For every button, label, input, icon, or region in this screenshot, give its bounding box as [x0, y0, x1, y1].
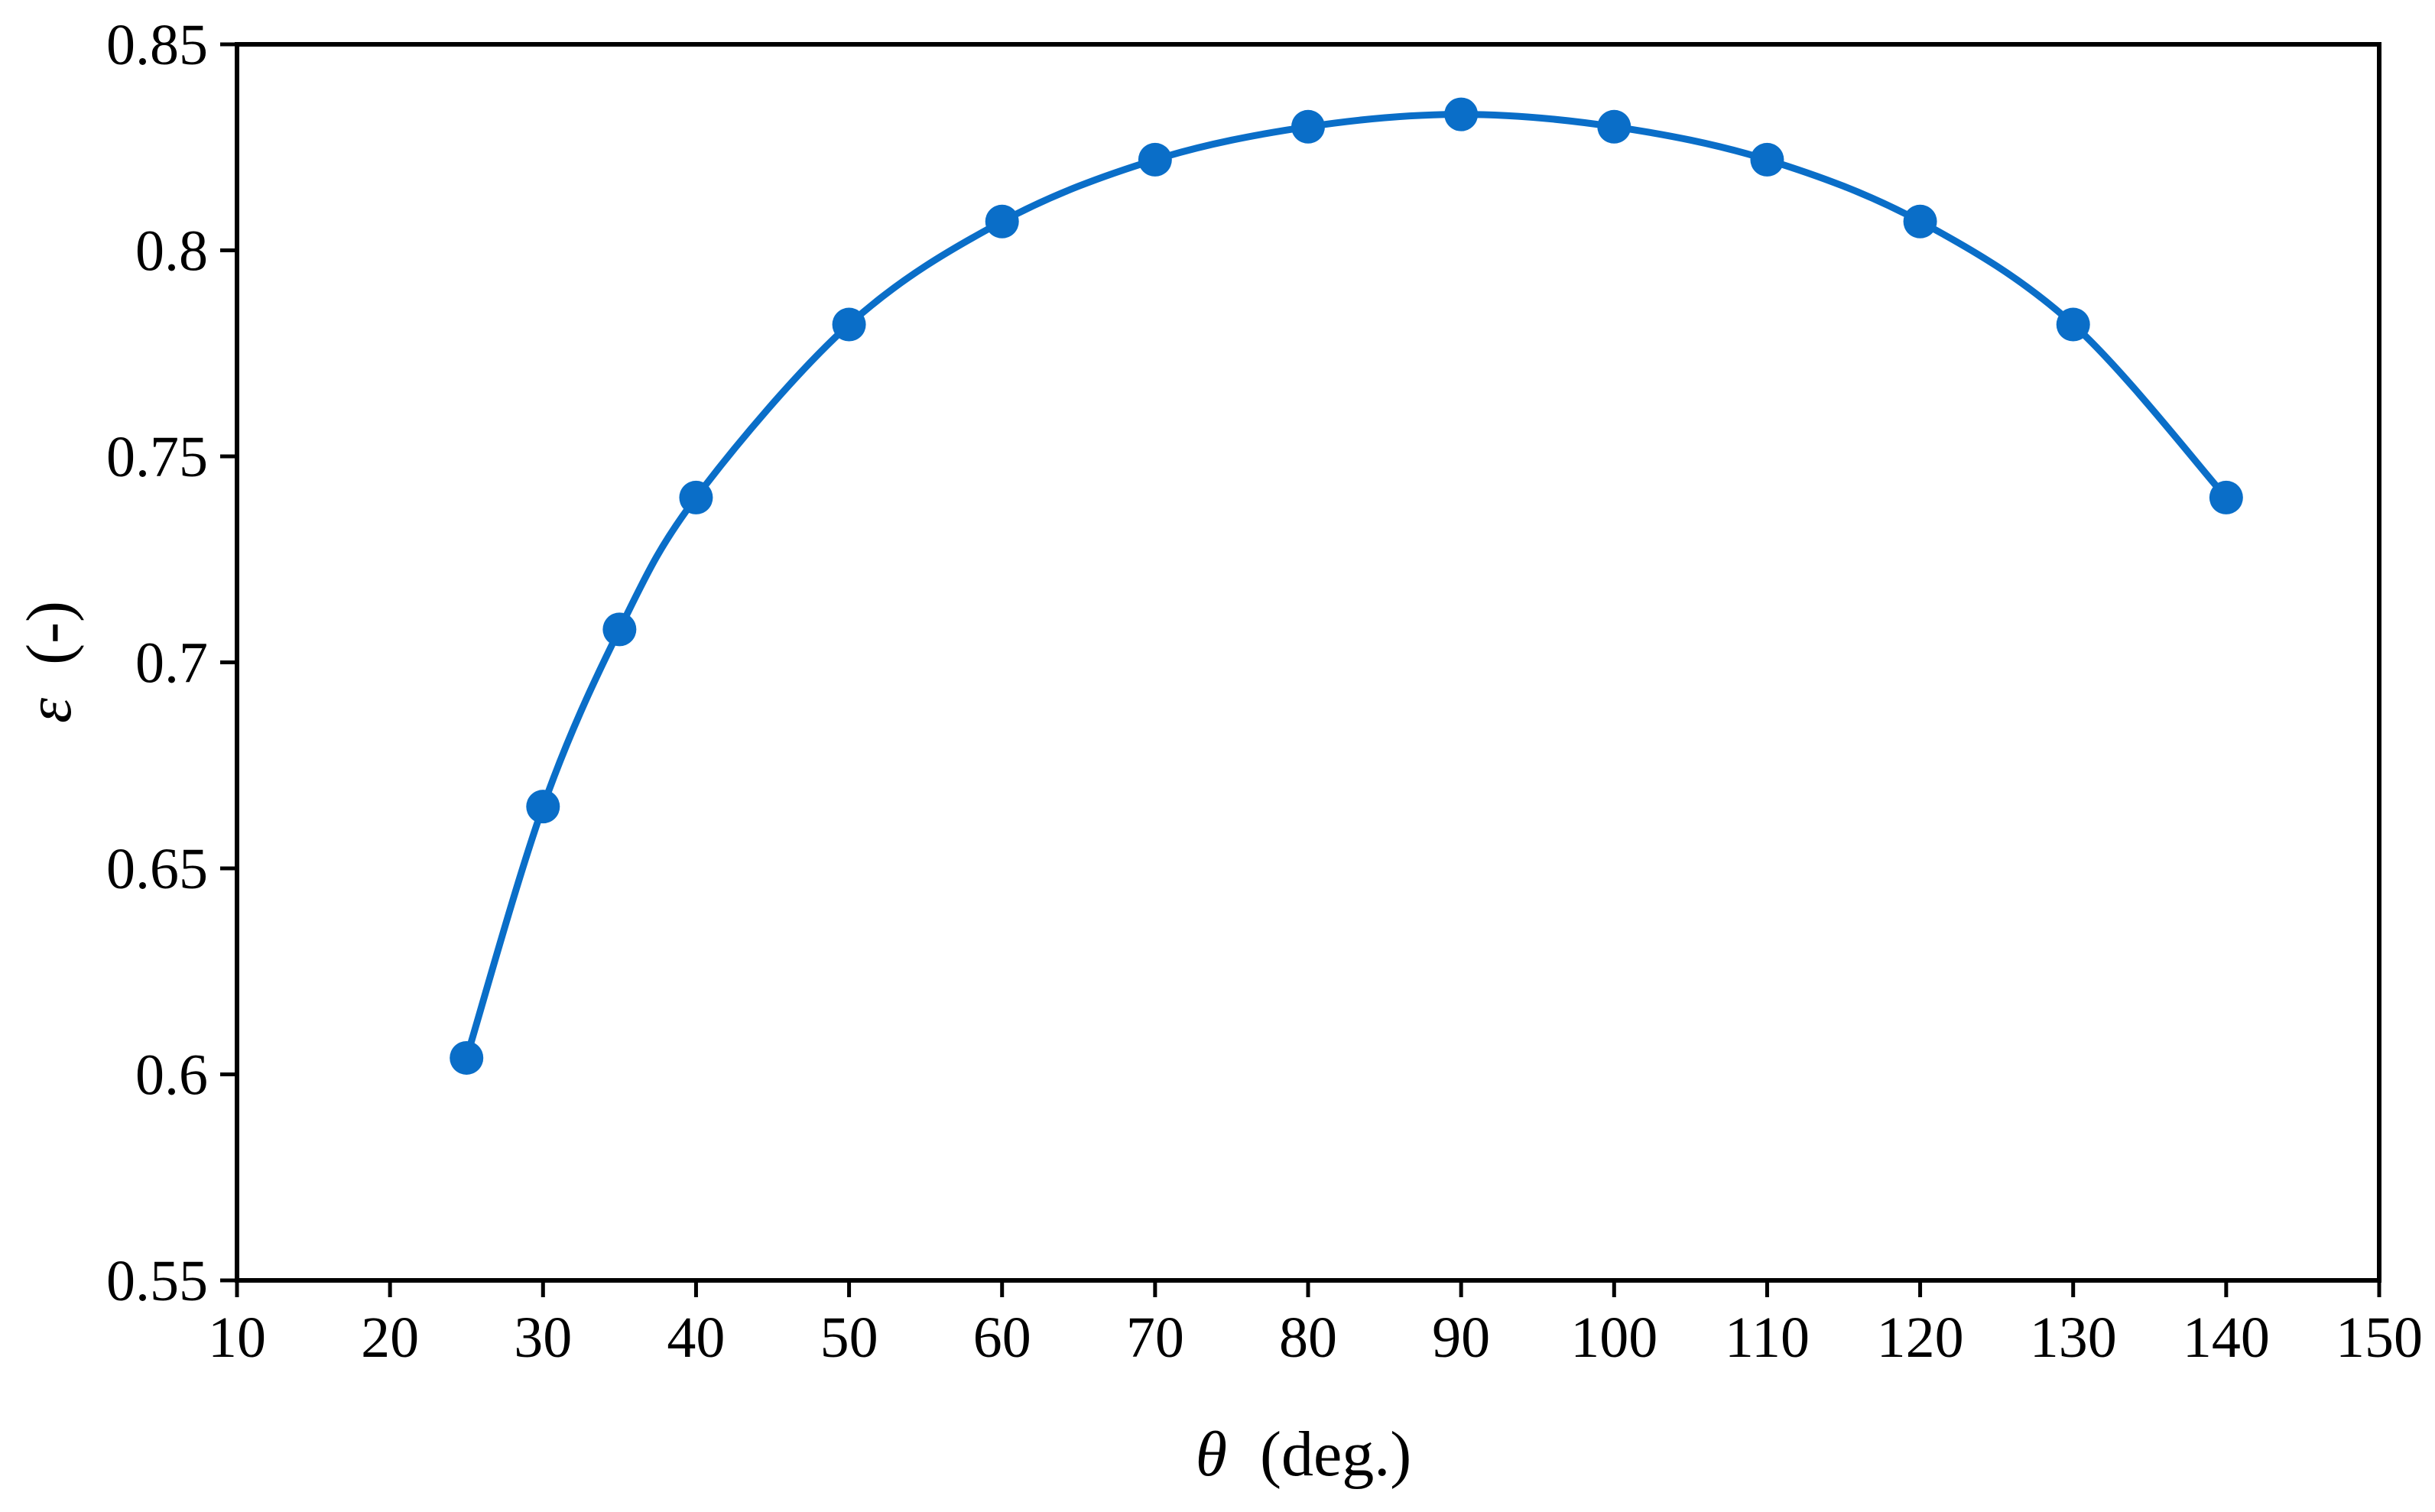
- x-tick-label: 20: [361, 1306, 419, 1370]
- data-point: [1291, 109, 1325, 144]
- data-point: [832, 307, 866, 342]
- x-tick-label: 140: [2183, 1306, 2270, 1370]
- plot-frame: [235, 42, 2381, 1283]
- data-point: [1597, 109, 1631, 144]
- data-point: [1903, 204, 1937, 238]
- x-tick-label: 40: [667, 1306, 725, 1370]
- x-tick-label: 130: [2030, 1306, 2117, 1370]
- y-tick-label: 0.75: [106, 425, 208, 489]
- data-point: [1444, 97, 1479, 131]
- data-point: [602, 612, 637, 647]
- x-tick-label: 100: [1570, 1306, 1657, 1370]
- y-tick-label: 0.6: [135, 1043, 208, 1108]
- data-point: [526, 790, 560, 824]
- x-axis: 10 20 30 40 50 60 70 80 90 100 110 120 130 140 150: [208, 1280, 2423, 1370]
- data-point: [1138, 142, 1172, 177]
- x-tick-label: 30: [514, 1306, 572, 1370]
- x-tick-label: 150: [2336, 1306, 2423, 1370]
- x-tick-label: 10: [208, 1306, 266, 1370]
- x-axis-symbol: θ: [1196, 1419, 1227, 1490]
- plot-frame-layer: [235, 42, 2381, 1283]
- y-axis-title: ε (-): [14, 601, 85, 723]
- data-point: [679, 480, 713, 514]
- y-tick-label: 0.8: [135, 219, 208, 284]
- x-tick-label: 50: [820, 1306, 878, 1370]
- x-axis-title: θ (deg.): [1196, 1419, 1412, 1490]
- data-point: [450, 1040, 484, 1075]
- data-point: [2056, 307, 2090, 342]
- x-tick-label: 120: [1877, 1306, 1964, 1370]
- data-point: [1750, 142, 1784, 177]
- series-line: [463, 111, 2230, 1062]
- y-axis-symbol: ε: [14, 697, 85, 723]
- series-layer: [450, 97, 2243, 1075]
- y-tick-label: 0.7: [135, 631, 208, 696]
- x-axis-unit: (deg.): [1260, 1419, 1411, 1490]
- x-tick-label: 110: [1725, 1306, 1810, 1370]
- y-axis: 0.55 0.6 0.65 0.7 0.75 0.8 0.85: [106, 13, 237, 1313]
- x-tick-label: 70: [1126, 1306, 1184, 1370]
- data-point: [2209, 480, 2243, 514]
- y-tick-label: 0.65: [106, 837, 208, 901]
- x-tick-label: 90: [1432, 1306, 1490, 1370]
- x-tick-label: 80: [1279, 1306, 1337, 1370]
- y-tick-label: 0.85: [106, 13, 208, 77]
- data-point: [985, 204, 1019, 238]
- y-tick-label: 0.55: [106, 1249, 208, 1313]
- x-tick-label: 60: [973, 1306, 1031, 1370]
- y-axis-unit: (-): [14, 601, 85, 665]
